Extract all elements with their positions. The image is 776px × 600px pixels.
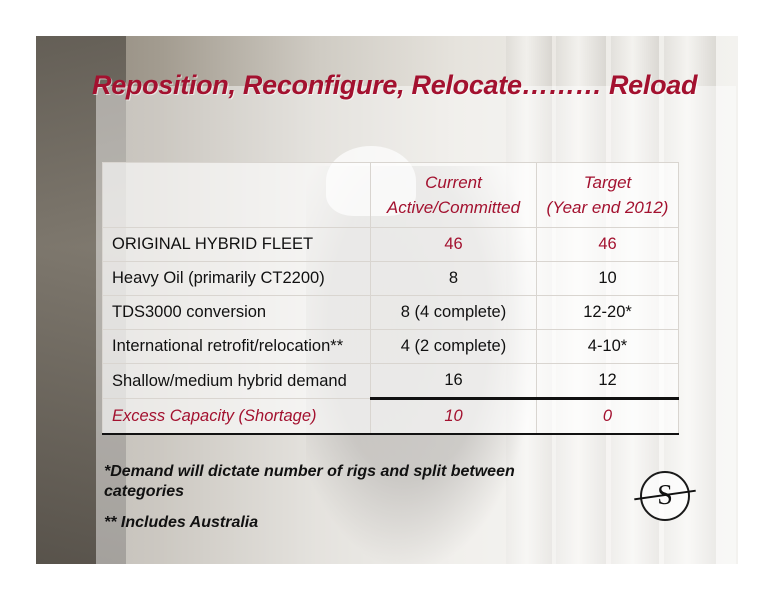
- header-target: Target (Year end 2012): [536, 162, 679, 228]
- capacity-table: Current Active/Committed Target (Year en…: [102, 162, 679, 435]
- row-current: 8: [370, 261, 537, 296]
- row-target: 12: [536, 363, 679, 399]
- row-label: International retrofit/relocation**: [102, 329, 371, 364]
- row-current: 46: [370, 227, 537, 262]
- table-row: Shallow/medium hybrid demand 16 12: [102, 363, 679, 399]
- row-target: 12-20*: [536, 295, 679, 330]
- header-current-line2: Active/Committed: [386, 198, 521, 217]
- footnote-demand: *Demand will dictate number of rigs and …: [104, 463, 515, 500]
- company-logo: S: [640, 471, 690, 521]
- row-label: ORIGINAL HYBRID FLEET: [102, 227, 371, 262]
- header-target-line1: Target: [583, 173, 632, 192]
- footnote-australia: ** Includes Australia: [104, 514, 259, 531]
- header-current: Current Active/Committed: [370, 162, 537, 228]
- header-target-line2: (Year end 2012): [546, 198, 669, 217]
- row-current: 10: [370, 397, 537, 435]
- header-empty-cell: [102, 162, 371, 228]
- row-label: Excess Capacity (Shortage): [102, 398, 371, 435]
- table-row: ORIGINAL HYBRID FLEET 46 46: [102, 227, 679, 262]
- row-target: 10: [536, 261, 679, 296]
- slide-title: Reposition, Reconfigure, Relocate……… Rel…: [92, 70, 698, 100]
- row-current: 8 (4 complete): [370, 295, 537, 330]
- table-row-excess: Excess Capacity (Shortage) 10 0: [102, 397, 679, 435]
- row-label: TDS3000 conversion: [102, 295, 371, 330]
- header-current-line1: Current: [425, 173, 482, 192]
- table-row: International retrofit/relocation** 4 (2…: [102, 329, 679, 364]
- row-target: 0: [536, 397, 679, 435]
- row-current: 16: [370, 363, 537, 399]
- row-current: 4 (2 complete): [370, 329, 537, 364]
- table-header-row: Current Active/Committed Target (Year en…: [102, 162, 679, 228]
- row-target: 4-10*: [536, 329, 679, 364]
- row-label: Heavy Oil (primarily CT2200): [102, 261, 371, 296]
- row-label: Shallow/medium hybrid demand: [102, 363, 371, 399]
- table-row: TDS3000 conversion 8 (4 complete) 12-20*: [102, 295, 679, 330]
- row-target: 46: [536, 227, 679, 262]
- table-row: Heavy Oil (primarily CT2200) 8 10: [102, 261, 679, 296]
